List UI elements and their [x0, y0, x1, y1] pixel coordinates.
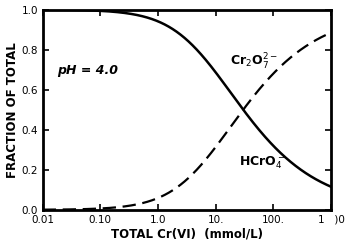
- X-axis label: TOTAL Cr(VI)  (mmol/L): TOTAL Cr(VI) (mmol/L): [111, 228, 263, 240]
- Text: HCrO$_4^-$: HCrO$_4^-$: [239, 155, 285, 171]
- Text: Cr$_2$O$_7^{2-}$: Cr$_2$O$_7^{2-}$: [230, 52, 278, 72]
- Text: pH = 4.0: pH = 4.0: [57, 64, 118, 77]
- Y-axis label: FRACTION OF TOTAL: FRACTION OF TOTAL: [6, 42, 19, 178]
